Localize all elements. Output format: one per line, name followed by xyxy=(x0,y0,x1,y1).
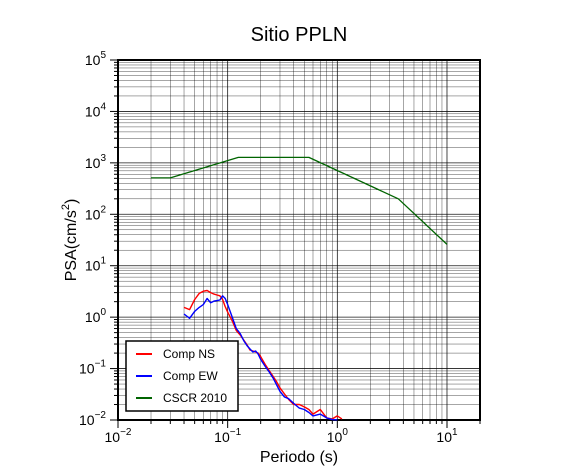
plot-frame xyxy=(117,59,481,421)
y-tick-label-base: 10 xyxy=(79,361,95,377)
x-tick-label-exp: −1 xyxy=(230,427,242,438)
y-tick-label-base: 10 xyxy=(85,309,101,325)
x-tick-label-exp: 0 xyxy=(342,427,348,438)
x-tick-label: 10−2 xyxy=(105,427,132,445)
legend-label-cscr-2010: CSCR 2010 xyxy=(163,391,227,405)
y-tick-label-base: 10 xyxy=(85,52,101,68)
y-axis-label-tail: ) xyxy=(63,199,80,204)
x-tick-label: 101 xyxy=(436,427,458,445)
y-tick-label-exp: 3 xyxy=(100,153,106,164)
y-tick-label-exp: 0 xyxy=(100,307,106,318)
y-tick-label-exp: 5 xyxy=(100,50,106,61)
x-tick-label-exp: −2 xyxy=(120,427,132,438)
series-lines xyxy=(151,156,448,421)
y-tick-label-base: 10 xyxy=(85,206,101,222)
y-tick-label-exp: −1 xyxy=(95,359,107,370)
y-tick-label-exp: 1 xyxy=(100,256,106,267)
x-tick-label-base: 10 xyxy=(436,429,452,445)
y-tick-label: 101 xyxy=(85,256,107,274)
series-line-cscr-2010 xyxy=(151,156,448,245)
x-axis-label: Periodo (s) xyxy=(260,449,338,466)
y-tick-label: 10−2 xyxy=(79,410,106,428)
x-tick-label: 10−1 xyxy=(214,427,241,445)
y-tick-label: 103 xyxy=(85,153,107,171)
y-tick-label-exp: 2 xyxy=(100,204,106,215)
y-tick-label-base: 10 xyxy=(79,412,95,428)
y-tick-label-exp: 4 xyxy=(100,101,106,112)
y-tick-label: 10−1 xyxy=(79,359,106,377)
chart-title: Sitio PPLN xyxy=(251,24,348,46)
x-tick-label-exp: 1 xyxy=(452,427,458,438)
y-tick-label-base: 10 xyxy=(85,258,101,274)
y-axis-label-main: PSA(cm/s xyxy=(63,210,80,281)
y-tick-label: 104 xyxy=(85,101,107,119)
y-tick-label: 100 xyxy=(85,307,107,325)
y-tick-label: 102 xyxy=(85,204,107,222)
legend-label-comp-ew: Comp EW xyxy=(163,369,218,383)
series-line-comp-ew xyxy=(183,295,338,421)
y-axis-label: PSA(cm/s2) xyxy=(60,199,80,282)
tick-marks xyxy=(110,59,481,428)
y-tick-label-base: 10 xyxy=(85,155,101,171)
legend: Comp NS Comp EW CSCR 2010 xyxy=(125,340,239,412)
legend-label-comp-ns: Comp NS xyxy=(163,347,215,361)
x-tick-label: 100 xyxy=(327,427,349,445)
y-tick-label: 105 xyxy=(85,50,107,68)
x-tick-label-base: 10 xyxy=(327,429,343,445)
y-axis-label-sup: 2 xyxy=(60,204,72,210)
x-tick-label-base: 10 xyxy=(214,429,230,445)
x-tick-labels: 10−2 10−1 100 101 xyxy=(105,427,458,445)
y-tick-label-exp: −2 xyxy=(95,410,107,421)
x-tick-label-base: 10 xyxy=(105,429,121,445)
chart-grid xyxy=(117,60,481,421)
y-tick-label-base: 10 xyxy=(85,103,101,119)
